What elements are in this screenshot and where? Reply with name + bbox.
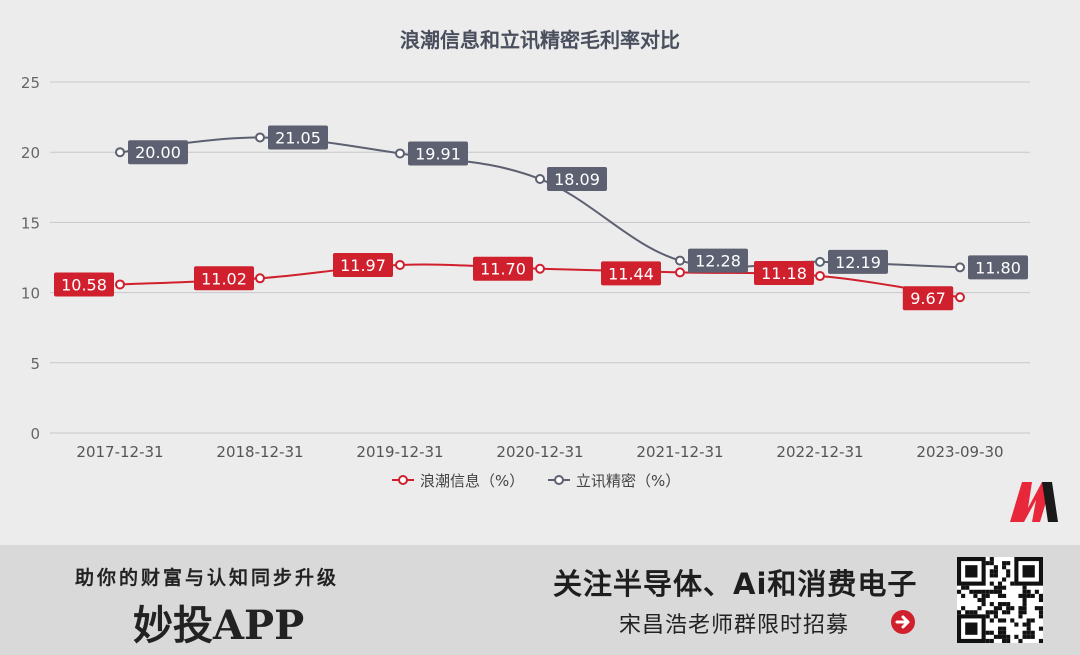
qr-code-icon (957, 557, 1043, 643)
data-point[interactable] (395, 148, 405, 159)
data-label-box (828, 249, 888, 274)
data-label-box (194, 266, 254, 291)
data-label-box (902, 286, 954, 311)
data-point[interactable] (395, 259, 405, 270)
chart-area: 浪潮信息和立讯精密毛利率对比 0 5 10 15 20 25 2017-12-31 2018… (20, 28, 1030, 490)
data-label-box (128, 140, 188, 165)
data-label-box (473, 256, 533, 281)
x-tick-label: 2021-12-31 (636, 443, 723, 461)
data-label: 12.28 (695, 252, 741, 271)
data-point[interactable] (255, 132, 265, 143)
data-point[interactable] (815, 256, 825, 267)
y-tick-label: 0 (30, 425, 40, 443)
data-label: 12.19 (835, 253, 881, 272)
x-axis: 2017-12-31 2018-12-31 2019-12-31 2020-12-31… (76, 443, 1003, 461)
y-tick-label: 25 (21, 74, 40, 92)
data-label-box (547, 167, 607, 192)
grid (50, 81, 1030, 434)
data-label-box (408, 141, 468, 166)
data-label: 11.70 (480, 260, 526, 279)
y-tick-label: 10 (21, 285, 40, 303)
y-tick-label: 20 (21, 144, 40, 162)
data-label: 11.02 (201, 269, 247, 288)
legend[interactable]: 浪潮信息（%） 立讯精密（%） (392, 472, 680, 490)
legend-marker (554, 475, 564, 485)
data-label-box (601, 261, 661, 286)
data-point[interactable] (535, 174, 545, 185)
x-tick-label: 2017-12-31 (76, 443, 163, 461)
data-label: 10.58 (61, 275, 107, 294)
data-label: 9.67 (910, 289, 946, 308)
y-tick-label: 15 (21, 214, 40, 232)
y-tick-label: 5 (30, 355, 40, 373)
data-label: 11.97 (340, 256, 386, 275)
footer-slogan: 助你的财富与认知同步升级 (75, 567, 340, 589)
data-label: 21.05 (275, 128, 321, 147)
data-label-box (268, 125, 328, 150)
chart-svg: 浪潮信息和立讯精密毛利率对比 0 5 10 15 20 25 2017-12-31 2018… (21, 28, 1030, 490)
footer-promo: 关注半导体、Ai和消费电子 (553, 567, 918, 601)
data-label: 11.44 (608, 264, 654, 283)
data-point[interactable] (955, 262, 965, 273)
data-point[interactable] (675, 255, 685, 266)
data-point[interactable] (255, 273, 265, 284)
chart-title: 浪潮信息和立讯精密毛利率对比 (400, 28, 680, 52)
x-tick-label: 2022-12-31 (776, 443, 863, 461)
data-label: 20.00 (135, 143, 181, 162)
legend-label: 浪潮信息（%） (420, 472, 524, 490)
footer-app-name: 妙投APP (133, 602, 305, 649)
data-point[interactable] (535, 263, 545, 274)
brand-logo-icon (1010, 482, 1058, 522)
legend-label: 立讯精密（%） (576, 472, 680, 490)
x-tick-label: 2020-12-31 (496, 443, 583, 461)
data-labels: 10.58 11.02 11.97 11.70 11.44 11.18 9.67 20.00 2… (54, 125, 1028, 311)
x-tick-label: 2023-09-30 (916, 443, 1003, 461)
data-point[interactable] (115, 147, 125, 158)
footer-recruit: 宋昌浩老师群限时招募 (619, 613, 850, 638)
data-label-box (688, 248, 748, 273)
data-point[interactable] (115, 279, 125, 290)
data-label: 11.80 (975, 258, 1021, 277)
data-label: 18.09 (554, 170, 600, 189)
legend-item-luxshare[interactable]: 立讯精密（%） (548, 472, 680, 490)
data-point[interactable] (675, 267, 685, 278)
legend-item-langchao[interactable]: 浪潮信息（%） (392, 472, 524, 490)
data-label: 19.91 (415, 144, 461, 163)
data-label-box (754, 261, 814, 286)
arrow-right-circle-icon[interactable] (891, 610, 915, 634)
legend-marker (398, 475, 408, 485)
data-label-box (333, 252, 393, 277)
data-point[interactable] (815, 271, 825, 282)
x-tick-label: 2018-12-31 (216, 443, 303, 461)
data-label-box (54, 272, 114, 297)
data-label-box (968, 255, 1028, 280)
series-layer (115, 132, 965, 303)
x-tick-label: 2019-12-31 (356, 443, 443, 461)
footer-banner: 助你的财富与认知同步升级 妙投APP 关注半导体、Ai和消费电子 宋昌浩老师群限… (0, 545, 1080, 655)
data-label: 11.18 (761, 264, 807, 283)
series-line (119, 136, 961, 269)
data-point[interactable] (955, 292, 965, 303)
y-axis: 0 5 10 15 20 25 (21, 74, 40, 443)
